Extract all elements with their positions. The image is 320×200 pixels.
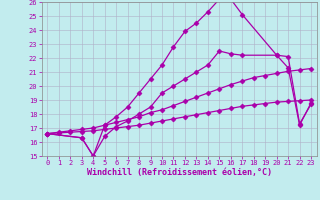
- X-axis label: Windchill (Refroidissement éolien,°C): Windchill (Refroidissement éolien,°C): [87, 168, 272, 177]
